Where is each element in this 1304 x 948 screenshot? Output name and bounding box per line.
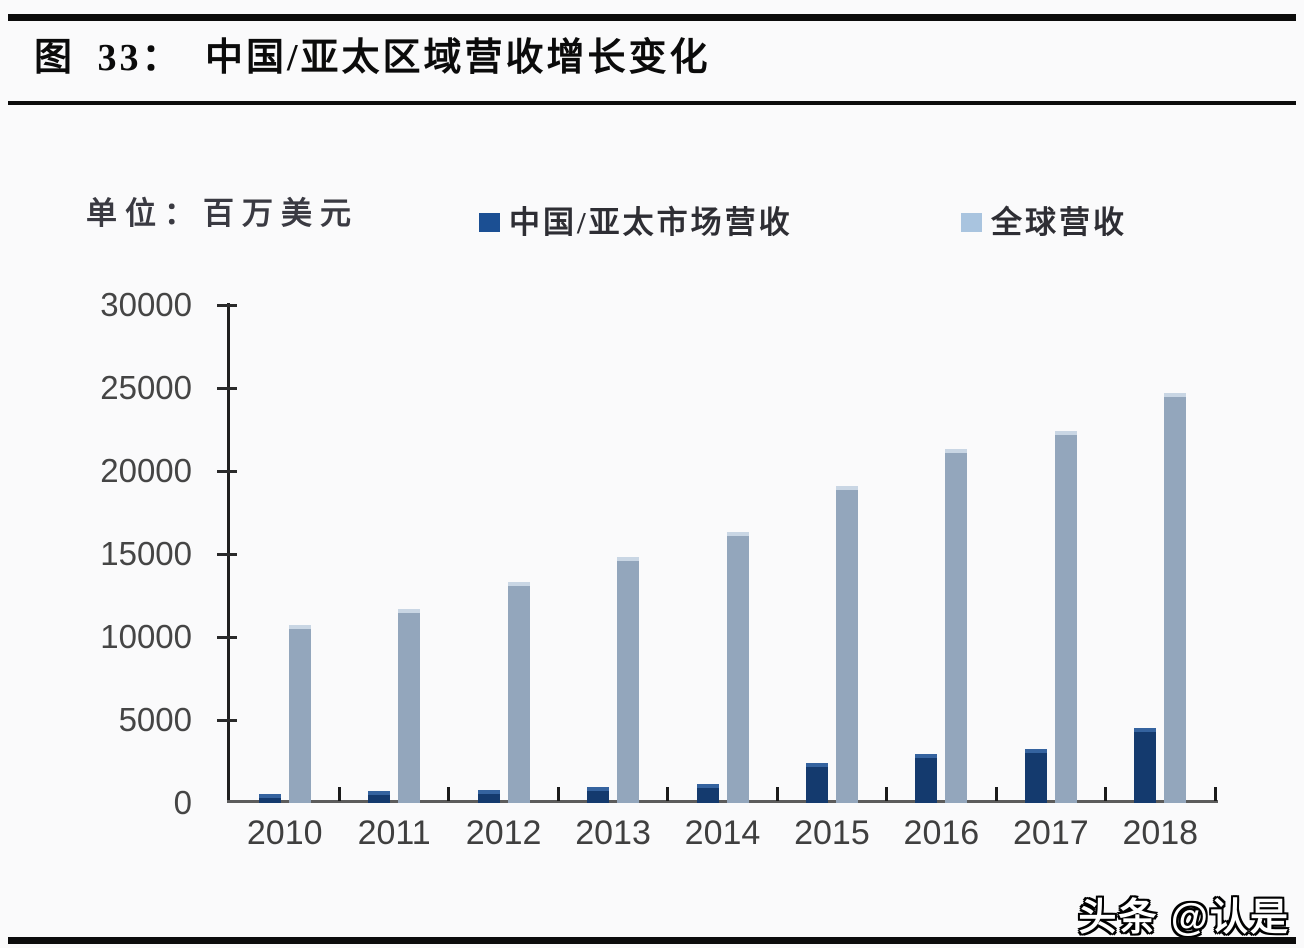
watermark: 头条 @认是: [1078, 897, 1290, 939]
x-axis-label: 2017: [1013, 814, 1089, 852]
bar-china-apac-2011: [368, 791, 391, 803]
x-axis-label: 2010: [246, 814, 323, 852]
bar-global-2011: [398, 609, 421, 803]
x-tick: [447, 787, 451, 801]
y-axis-label: 0: [173, 784, 192, 821]
bar-china-apac-2017: [1024, 749, 1047, 803]
y-axis-label: 10000: [100, 618, 192, 655]
y-tick: [217, 304, 237, 307]
x-axis-label: 2018: [1122, 814, 1199, 852]
legend-item-global: 全球营收: [961, 197, 1127, 242]
bar-global-2012: [507, 582, 530, 803]
x-axis-label: 2015: [794, 814, 870, 852]
bar-china-apac-2013: [587, 787, 610, 803]
bar-china-apac-2015: [805, 763, 828, 803]
x-tick: [666, 787, 670, 801]
y-axis-label: 25000: [100, 369, 192, 406]
x-tick: [994, 787, 998, 801]
title-divider-rule: [8, 101, 1296, 105]
x-tick: [556, 787, 560, 801]
top-rule: [8, 14, 1296, 21]
x-axis-label: 2016: [903, 814, 980, 852]
bar-china-apac-2014: [696, 784, 719, 803]
bottom-rule: [8, 937, 1296, 944]
figure-title: 图 33： 中国/亚太区域营收增长变化: [34, 37, 711, 79]
bar-global-2018: [1164, 393, 1187, 803]
x-tick: [885, 787, 889, 801]
x-tick: [337, 787, 341, 801]
x-axis-label: 2013: [575, 814, 651, 852]
x-tick: [775, 787, 779, 801]
bar-china-apac-2016: [915, 754, 938, 803]
x-axis-line: [227, 800, 1218, 803]
legend-label-china-apac: 中国/亚太市场营收: [509, 205, 793, 240]
bar-china-apac-2010: [258, 794, 281, 803]
y-axis-label: 15000: [100, 535, 192, 572]
legend-label-global: 全球营收: [991, 205, 1127, 240]
bar-global-2015: [835, 486, 858, 803]
x-axis-label: 2012: [465, 814, 542, 852]
legend-swatch-global: [961, 213, 982, 232]
bar-global-2017: [1054, 431, 1077, 803]
bar-china-apac-2018: [1134, 728, 1157, 803]
x-tick: [1104, 787, 1108, 801]
bar-global-2010: [288, 625, 311, 803]
y-axis-label: 30000: [100, 286, 192, 323]
bar-china-apac-2012: [477, 790, 500, 803]
y-tick: [217, 553, 237, 556]
bar-global-2014: [726, 532, 749, 803]
bar-global-2016: [945, 449, 968, 803]
y-axis-label: 5000: [118, 701, 192, 738]
bar-global-2013: [617, 557, 640, 803]
x-tick: [1213, 787, 1217, 801]
y-tick: [217, 470, 237, 473]
unit-label: 单位：百万美元: [86, 196, 359, 231]
legend-item-china-apac: 中国/亚太市场营收: [479, 197, 793, 242]
y-axis-label: 20000: [100, 452, 192, 489]
legend-swatch-china-apac: [479, 213, 500, 232]
x-axis-label: 2011: [357, 814, 431, 852]
x-axis-label: 2014: [684, 814, 761, 852]
y-tick: [217, 387, 237, 390]
y-tick: [217, 719, 237, 722]
y-tick: [217, 636, 237, 639]
